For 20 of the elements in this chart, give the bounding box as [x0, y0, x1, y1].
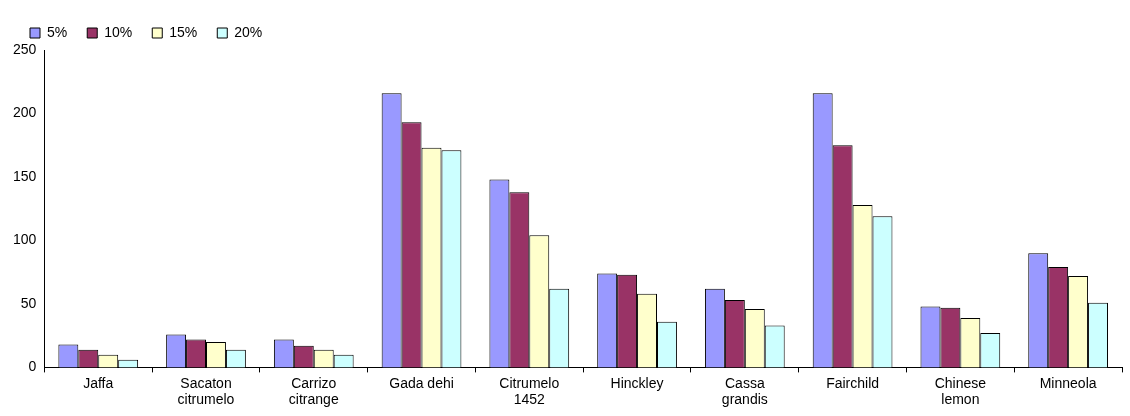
x-tick-label: Minneola — [1039, 374, 1097, 391]
legend-label: 10% — [104, 23, 133, 40]
y-tick-label: 100 — [13, 231, 37, 248]
x-tick-label: Hinckley — [610, 374, 664, 391]
x-tick-label: Chinese lemon — [934, 374, 987, 408]
legend-label: 20% — [234, 23, 263, 40]
legend-label: 5% — [47, 23, 68, 40]
x-tick-label: Fairchild — [826, 374, 880, 391]
x-tick-label: Gada dehi — [389, 374, 454, 391]
x-tick-label: Carrizo citrange — [288, 374, 339, 408]
y-tick-label: 250 — [13, 40, 37, 57]
x-tick-label: Sacaton citrumelo — [177, 374, 235, 408]
x-tick-label: Citrumelo 1452 — [499, 374, 560, 408]
y-tick-label: 50 — [20, 294, 37, 311]
y-tick-label: 200 — [13, 104, 37, 121]
x-tick-label: Jaffa — [83, 374, 114, 391]
x-tick-label: Cassa grandis — [721, 374, 768, 408]
legend-label: 15% — [169, 23, 198, 40]
y-tick-label: 0 — [28, 358, 37, 375]
y-tick-label: 150 — [13, 167, 37, 184]
